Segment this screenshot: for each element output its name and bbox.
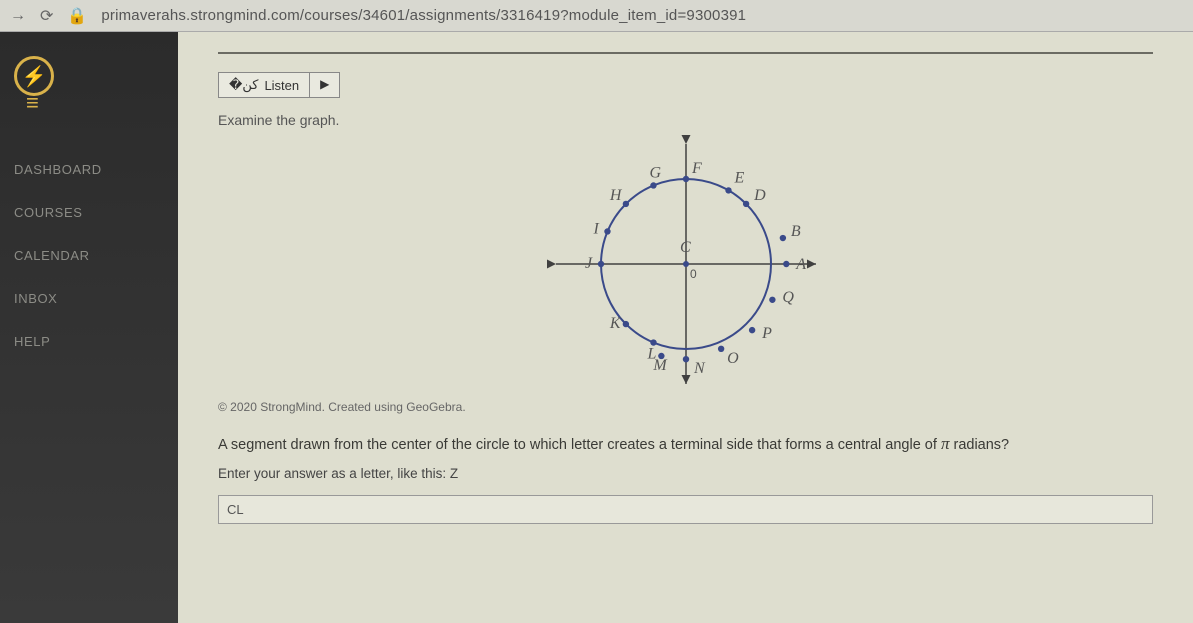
svg-text:I: I [592, 220, 599, 237]
question-post: radians? [949, 437, 1009, 453]
content: �کن Listen ▶ Examine the graph. C 0 AB DE F G… [178, 32, 1193, 623]
svg-text:N: N [693, 360, 706, 377]
svg-text:E: E [733, 169, 744, 186]
listen-button[interactable]: �کن Listen [219, 73, 310, 97]
browser-toolbar: → ⟳ 🔒 primaverahs.strongmind.com/courses… [0, 0, 1193, 32]
svg-text:J: J [585, 255, 593, 272]
svg-text:0: 0 [690, 267, 697, 281]
svg-text:P: P [761, 325, 772, 342]
svg-text:H: H [608, 187, 622, 204]
svg-text:D: D [753, 187, 766, 204]
credit-text: © 2020 StrongMind. Created using GeoGebr… [218, 400, 1153, 414]
listen-play-button[interactable]: ▶ [310, 73, 339, 97]
sidebar-item-inbox[interactable]: INBOX [0, 277, 178, 320]
refresh-icon[interactable]: ⟳ [40, 6, 53, 26]
listen-label: Listen [264, 78, 299, 93]
svg-text:Q: Q [782, 289, 794, 306]
sidebar-item-dashboard[interactable]: DASHBOARD [0, 148, 178, 191]
forward-icon[interactable]: → [10, 7, 26, 25]
instruction-text: Enter your answer as a letter, like this… [218, 466, 1153, 481]
divider [218, 52, 1153, 54]
examine-text: Examine the graph. [218, 112, 1153, 128]
answer-input[interactable]: CL [218, 495, 1153, 524]
address-url[interactable]: primaverahs.strongmind.com/courses/34601… [101, 7, 746, 24]
sidebar-item-help[interactable]: HELP [0, 320, 178, 363]
bulb-icon: ⚡ [14, 56, 54, 96]
graph-container: C0ABDEFGHIJKLMNOPQ [218, 134, 1153, 394]
sidebar: ⚡ ≡ DASHBOARD COURSES CALENDAR INBOX HEL… [0, 32, 178, 623]
svg-text:G: G [649, 164, 661, 181]
unit-circle-graph: C0ABDEFGHIJKLMNOPQ [506, 134, 866, 394]
logo[interactable]: ⚡ ≡ [0, 44, 178, 148]
svg-text:M: M [652, 357, 668, 374]
svg-text:B: B [790, 223, 800, 240]
listen-widget: �کن Listen ▶ [218, 72, 340, 98]
answer-value: CL [227, 502, 244, 517]
speaker-icon: �کن [229, 77, 258, 93]
question-pre: A segment drawn from the center of the c… [218, 437, 941, 453]
svg-text:K: K [608, 315, 621, 332]
lock-icon: 🔒 [67, 6, 87, 26]
svg-text:A: A [795, 256, 806, 273]
svg-text:C: C [680, 239, 691, 256]
svg-text:O: O [727, 350, 739, 367]
question-text: A segment drawn from the center of the c… [218, 434, 1153, 454]
svg-text:F: F [691, 160, 702, 177]
sidebar-item-courses[interactable]: COURSES [0, 191, 178, 234]
menu-lines-icon: ≡ [14, 98, 178, 108]
sidebar-item-calendar[interactable]: CALENDAR [0, 234, 178, 277]
